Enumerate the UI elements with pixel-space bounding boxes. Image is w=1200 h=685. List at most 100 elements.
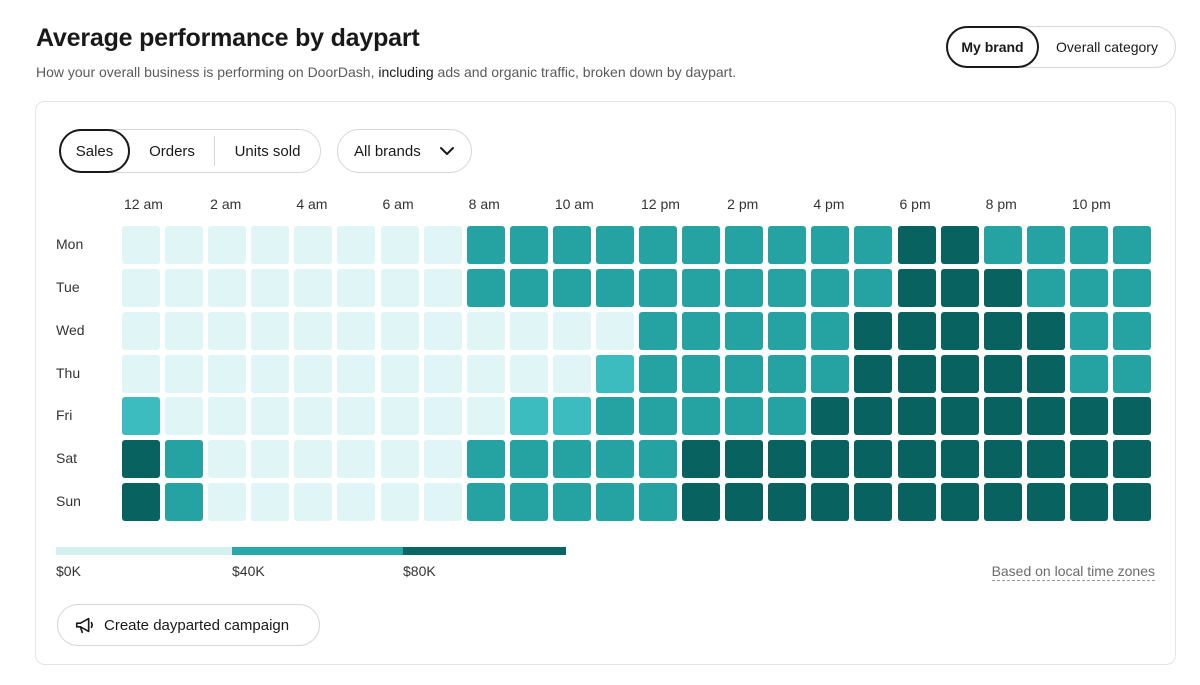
heatmap-cell [940,397,979,436]
heatmap-cell [811,440,850,479]
day-label: Fri [56,407,73,424]
hour-tick-label: 2 pm [727,196,759,212]
heatmap-cell [811,226,850,264]
heatmap-cell [1112,354,1151,393]
heatmap-grid [122,224,1156,524]
heatmap-cell [639,483,677,522]
heatmap-cell [897,440,936,479]
scope-toggle: My brand Overall category [946,26,1176,68]
heatmap-cell [251,354,290,393]
heatmap-cell [897,268,936,307]
chevron-down-icon [440,147,454,155]
heatmap-cell [1069,226,1108,264]
heatmap-cell [165,354,204,393]
heatmap-cell [811,311,850,350]
heatmap-cell [983,440,1022,479]
heatmap-cell [595,311,634,350]
legend-label: $80K [403,563,436,579]
heatmap-cell [466,226,505,264]
subtitle-text-pre: How your overall business is performing … [36,64,379,80]
hour-tick-label: 8 pm [985,196,1017,212]
brand-dropdown[interactable]: All brands [337,129,472,173]
heatmap-cell [595,226,634,264]
heatmap-cell [251,268,290,307]
heatmap-cell [552,226,591,264]
legend-swatch [56,547,232,555]
heatmap-cell [811,397,850,436]
heatmap-cell [1112,311,1151,350]
heatmap-cell [854,268,893,307]
heatmap-cell [1069,440,1108,479]
heatmap-cell [897,483,936,522]
heatmap-cell [1069,483,1108,522]
heatmap-cell [1069,311,1108,350]
metric-option-units-sold[interactable]: Units sold [234,142,301,160]
heatmap-cell [854,397,893,436]
heatmap-cell [165,226,204,264]
heatmap-cell [380,483,419,522]
legend-swatch [403,547,566,555]
heatmap-cell [682,354,721,393]
heatmap-cell [294,268,333,307]
heatmap-cell [208,311,247,350]
heatmap-cell [854,226,893,264]
heatmap-cell [208,440,247,479]
timezone-note[interactable]: Based on local time zones [991,563,1155,581]
heatmap-cell [251,440,290,479]
heatmap-cell [509,483,548,522]
heatmap-cell [251,311,290,350]
heatmap-cell [208,268,247,307]
heatmap-cell [466,354,505,393]
heatmap-cell [509,226,548,264]
heatmap-cell [1112,440,1151,479]
heatmap-cell [768,440,807,479]
heatmap-cell [639,268,677,307]
heatmap-cell [208,483,247,522]
heatmap-cell [165,483,204,522]
hour-tick-label: 12 pm [641,196,680,212]
heatmap-cell [940,311,979,350]
heatmap-cell [294,483,333,522]
heatmap-cell [251,226,290,264]
scope-option-my-brand[interactable]: My brand [946,26,1039,68]
heatmap-cell [552,268,591,307]
heatmap-cell [1026,397,1065,436]
heatmap-cell [423,268,462,307]
heatmap-cell [940,354,979,393]
megaphone-icon [75,617,93,634]
metric-option-sales[interactable]: Sales [59,129,130,173]
create-campaign-button[interactable]: Create dayparted campaign [57,604,320,646]
heatmap-cell [983,226,1022,264]
heatmap-cell [639,354,677,393]
heatmap-cell [682,311,721,350]
heatmap-cell [1069,397,1108,436]
scope-option-overall-category[interactable]: Overall category [1056,39,1158,55]
heatmap-cell [1026,354,1065,393]
heatmap-cell [165,311,204,350]
heatmap-cell [208,354,247,393]
heatmap-cell [768,311,807,350]
heatmap-cell [595,440,634,479]
day-label: Thu [56,364,81,381]
heatmap-cell [639,311,677,350]
heatmap-cell [122,483,160,522]
heatmap-cell [380,354,419,393]
metric-option-orders[interactable]: Orders [130,136,215,166]
heatmap-cell [380,311,419,350]
heatmap-cell [122,311,160,350]
heatmap-cell [897,226,936,264]
heatmap-cell [768,397,807,436]
heatmap-cell [552,311,591,350]
hour-tick-label: 10 pm [1071,196,1111,212]
heatmap-cell [1069,268,1108,307]
brand-dropdown-value: All brands [354,142,421,160]
heatmap-cell [380,440,419,479]
heatmap-cell [337,440,376,479]
heatmap-cell [122,354,160,393]
heatmap-cell [122,268,160,307]
legend-swatch [232,547,403,555]
heatmap-cell [466,268,505,307]
heatmap-cell [1026,226,1065,264]
heatmap-cell [1026,483,1065,522]
heatmap-cell [294,354,333,393]
